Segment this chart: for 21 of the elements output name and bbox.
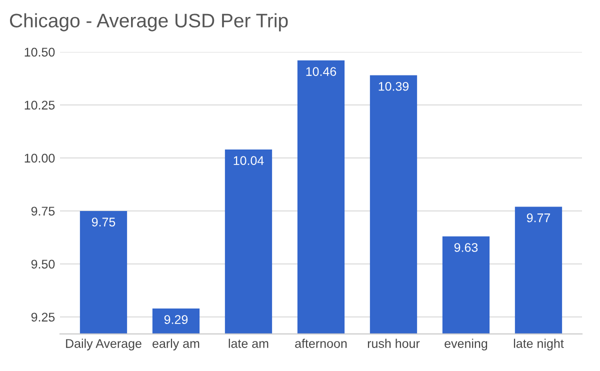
x-tick-label: late am	[228, 338, 268, 348]
data-label: 9.77	[526, 213, 550, 222]
data-label: 9.75	[92, 218, 116, 226]
x-tick-label: evening	[444, 338, 488, 350]
y-tick-label: 9.75	[31, 206, 55, 216]
data-label: 10.04	[234, 156, 264, 165]
data-label: 9.63	[454, 243, 478, 252]
x-tick-label: Daily Average	[66, 338, 142, 350]
x-tick-label: late night	[514, 338, 564, 350]
y-tick-label: 10.25	[24, 100, 55, 110]
data-label: 10.39	[378, 82, 409, 91]
data-label: 10.46	[306, 67, 336, 76]
data-label: 9.29	[164, 315, 188, 324]
y-tick-label: 9.50	[31, 260, 55, 269]
x-tick-label: afternoon	[295, 338, 347, 348]
y-tick-label: 10.00	[24, 154, 55, 163]
y-tick-label: 10.50	[24, 48, 55, 57]
x-tick-label: early am	[152, 338, 200, 350]
chart-title: Chicago - Average USD Per Trip	[10, 13, 288, 32]
x-tick-label: rush hour	[368, 338, 420, 348]
y-tick-label: 9.25	[31, 312, 55, 322]
